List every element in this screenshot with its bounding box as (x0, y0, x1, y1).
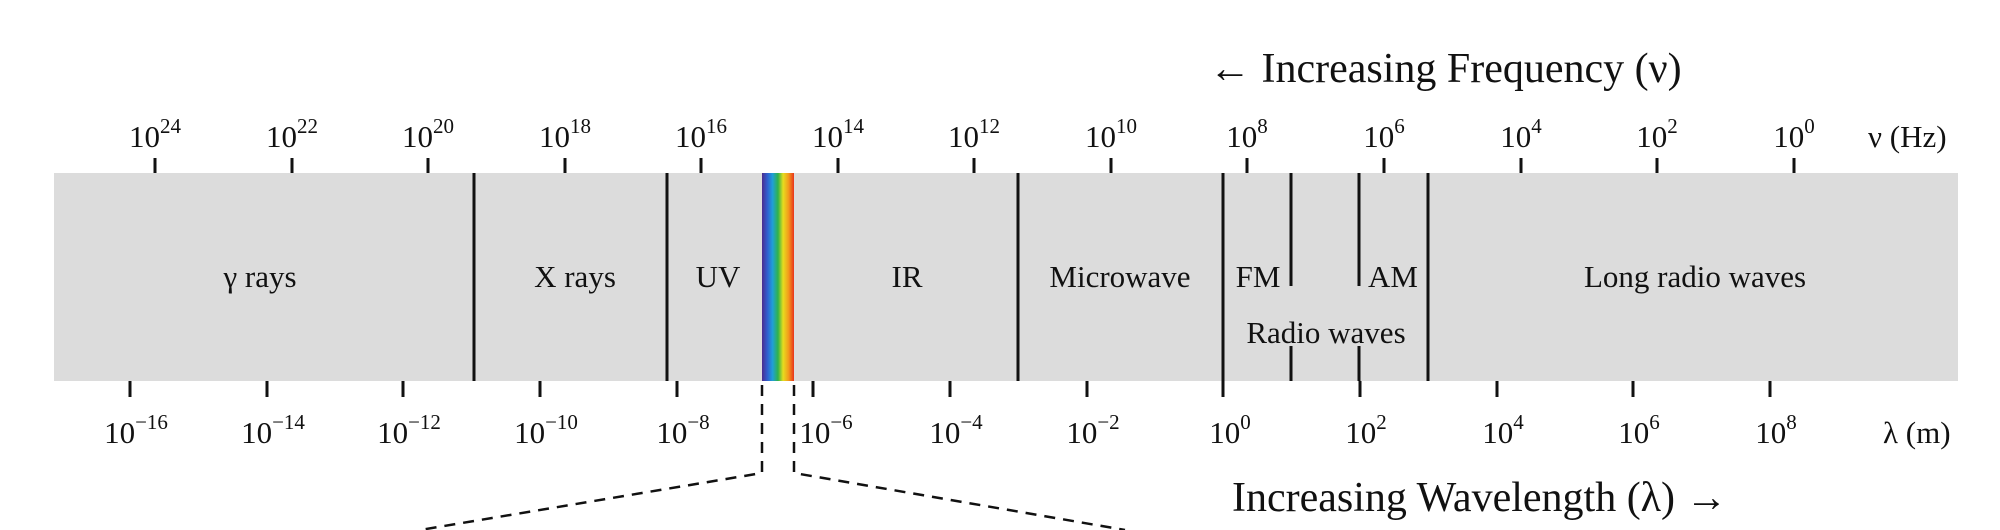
band-label-microwave: Microwave (1049, 259, 1190, 294)
frequency-tick-label: 106 (1363, 114, 1405, 154)
wavelength-tick-label: 10−4 (929, 410, 983, 450)
frequency-tick-label: 108 (1226, 114, 1268, 154)
increasing-wavelength-heading: Increasing Wavelength (λ) → (1232, 475, 1728, 521)
frequency-tick-label: 1024 (129, 114, 182, 154)
wavelength-axis: 10−16 10−14 10−12 10−10 10−8 10−6 10−4 1… (104, 381, 1951, 450)
wavelength-ticks (128, 381, 1772, 397)
visible-spectrum-strip (762, 173, 794, 381)
band-label-gamma-rays: γ rays (222, 259, 296, 294)
spectrum-band (54, 173, 1958, 381)
band-label-am: AM (1368, 259, 1418, 294)
frequency-tick-label: 1018 (539, 114, 591, 154)
wavelength-unit-label: λ (m) (1883, 415, 1951, 450)
wavelength-tick-label: 10−6 (799, 410, 852, 450)
wavelength-tick-label: 10−12 (377, 410, 441, 450)
zoom-line-left (419, 385, 764, 530)
frequency-axis: 1024 1022 1020 1018 1016 1014 1012 1010 … (129, 114, 1947, 173)
frequency-tick-label: 102 (1636, 114, 1678, 154)
wavelength-tick-label: 102 (1345, 410, 1387, 450)
zoom-line-right (792, 385, 1126, 530)
frequency-ticks (153, 158, 1796, 173)
increasing-frequency-heading: ← Increasing Frequency (ν) (1209, 46, 1682, 92)
frequency-tick-label: 100 (1773, 114, 1815, 154)
band-label-x-rays: X rays (534, 259, 616, 294)
wavelength-tick-label: 10−16 (104, 410, 168, 450)
band-label-ir: IR (892, 259, 923, 294)
frequency-tick-label: 1012 (948, 114, 1000, 154)
wavelength-tick-label: 100 (1209, 410, 1251, 450)
visible-zoom-lines (419, 385, 1126, 530)
band-label-long-radio-waves: Long radio waves (1584, 259, 1806, 294)
band-label-uv: UV (696, 259, 741, 294)
wavelength-tick-label: 104 (1482, 410, 1524, 450)
frequency-unit-label: ν (Hz) (1868, 119, 1947, 154)
wavelength-tick-label: 10−8 (656, 410, 709, 450)
frequency-tick-label: 104 (1500, 114, 1542, 154)
wavelength-tick-label: 108 (1755, 410, 1797, 450)
frequency-tick-label: 1016 (675, 114, 727, 154)
region-dividers (472, 173, 1430, 381)
frequency-tick-label: 1014 (812, 114, 865, 154)
band-label-radio-waves: Radio waves (1246, 315, 1405, 350)
frequency-tick-label: 1020 (402, 114, 454, 154)
frequency-tick-label: 1010 (1085, 114, 1137, 154)
wavelength-tick-label: 10−10 (514, 410, 578, 450)
wavelength-tick-label: 10−2 (1066, 410, 1119, 450)
wavelength-tick-label: 10−14 (241, 410, 305, 450)
frequency-tick-label: 1022 (266, 114, 318, 154)
wavelength-tick-label: 106 (1618, 410, 1660, 450)
band-label-fm: FM (1236, 259, 1281, 294)
